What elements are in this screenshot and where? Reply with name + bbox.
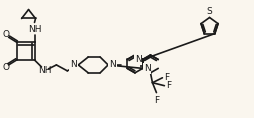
Text: F: F bbox=[164, 73, 169, 82]
Text: N: N bbox=[70, 60, 77, 69]
Text: NH: NH bbox=[28, 25, 41, 34]
Text: F: F bbox=[153, 96, 158, 105]
Text: NH: NH bbox=[38, 66, 51, 75]
Text: N: N bbox=[109, 60, 115, 69]
Text: N: N bbox=[134, 55, 141, 64]
Text: O: O bbox=[2, 30, 9, 39]
Text: O: O bbox=[2, 63, 9, 72]
Text: N: N bbox=[143, 64, 150, 73]
Text: F: F bbox=[166, 81, 171, 90]
Text: S: S bbox=[206, 6, 212, 16]
